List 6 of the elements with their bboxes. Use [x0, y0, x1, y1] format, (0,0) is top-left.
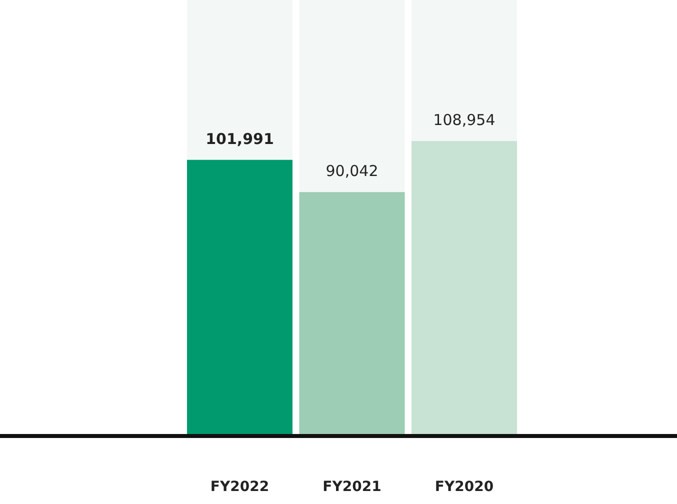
data-label: 101,991: [206, 130, 274, 148]
data-label: 108,954: [433, 111, 496, 130]
x-tick-label: FY2020: [434, 479, 494, 495]
x-tick-label: FY2022: [210, 479, 270, 495]
data-label: 90,042: [326, 162, 378, 180]
x-tick-label: FY2021: [322, 479, 382, 495]
